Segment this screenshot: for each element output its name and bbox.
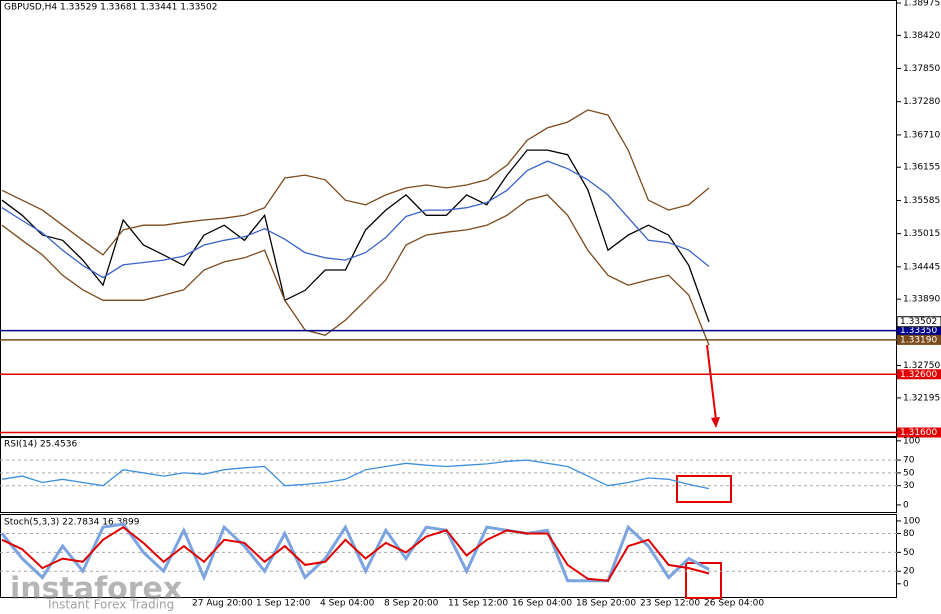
y-tick-label: 1.38975 <box>903 0 940 9</box>
y-tick-label: 1.34445 <box>903 262 940 272</box>
y-tick-label: 1.38420 <box>903 31 940 41</box>
level-tag <box>897 334 941 345</box>
y-tick-label: 1.36710 <box>903 130 940 140</box>
y-tick-label: 100 <box>903 436 920 446</box>
y-tick-label: 70 <box>903 456 915 466</box>
stoch-highlight <box>685 562 722 599</box>
x-tick-label: 1 Sep 12:00 <box>256 599 311 609</box>
rsi-highlight <box>676 475 732 503</box>
series-line <box>1 525 710 582</box>
y-tick-label: 1.37280 <box>903 97 940 107</box>
rsi-frame <box>0 437 897 513</box>
x-tick-label: 27 Aug 20:00 <box>192 599 253 609</box>
main-frame <box>0 0 897 437</box>
x-tick-label: 23 Sep 12:00 <box>640 599 700 609</box>
x-tick-label: 11 Sep 12:00 <box>448 599 508 609</box>
x-tick-label: 4 Sep 04:00 <box>320 599 375 609</box>
y-tick-label: 80 <box>903 529 915 539</box>
y-tick-label: 1.35585 <box>903 196 940 206</box>
y-tick-label: 50 <box>903 468 915 478</box>
stoch-title: Stoch(5,3,3) 22.7834 16.3899 <box>4 518 140 528</box>
series-line <box>1 459 710 490</box>
forecast-arrow <box>706 344 717 421</box>
last-price-tag <box>896 316 941 328</box>
y-tick-label: 1.32195 <box>903 393 940 403</box>
x-tick-label: 16 Sep 04:00 <box>512 599 572 609</box>
watermark-brand: instaforex <box>10 572 182 607</box>
series-line <box>1 109 710 256</box>
rsi-title: RSI(14) 25.4536 <box>4 440 77 450</box>
last-price-label: 1.33502 <box>900 317 937 327</box>
level-label: 1.33350 <box>900 326 937 336</box>
y-tick-label: 0 <box>903 500 909 510</box>
level-tag <box>897 427 941 438</box>
main-title: GBPUSD,H4 1.33529 1.33681 1.33441 1.3350… <box>4 3 217 13</box>
level-label: 1.31600 <box>900 428 937 438</box>
series-line <box>1 160 710 279</box>
y-tick-label: 100 <box>903 516 920 526</box>
y-tick-label: 1.37850 <box>903 64 940 74</box>
y-tick-label: 0 <box>903 579 909 589</box>
level-tag <box>897 325 941 336</box>
arrow-head <box>711 417 720 428</box>
level-label: 1.33190 <box>900 335 937 345</box>
x-tick-label: 26 Sep 04:00 <box>704 599 764 609</box>
level-tag <box>897 369 941 380</box>
series-line <box>1 149 710 323</box>
y-tick-label: 20 <box>903 567 915 577</box>
x-tick-label: 18 Sep 20:00 <box>576 599 636 609</box>
y-tick-label: 1.33890 <box>903 295 940 305</box>
y-tick-label: 1.35015 <box>903 229 940 239</box>
y-tick-label: 50 <box>903 548 915 558</box>
y-tick-label: 1.32750 <box>903 361 940 371</box>
series-line <box>1 194 710 346</box>
y-tick-label: 30 <box>903 481 915 491</box>
level-label: 1.32600 <box>900 370 937 380</box>
stoch-frame <box>0 514 897 598</box>
watermark-slogan: Instant Forex Trading <box>48 598 174 612</box>
x-tick-label: 8 Sep 20:00 <box>384 599 439 609</box>
y-tick-label: 1.36155 <box>903 163 940 173</box>
